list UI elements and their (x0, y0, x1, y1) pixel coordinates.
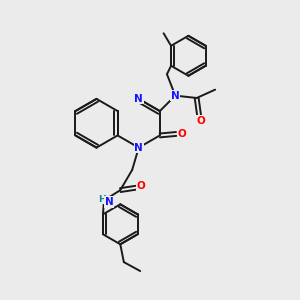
Text: N: N (105, 197, 113, 207)
Text: N: N (134, 94, 143, 104)
Text: H: H (98, 194, 105, 203)
Text: O: O (137, 181, 146, 191)
Text: N: N (171, 91, 180, 100)
Text: N: N (134, 142, 143, 153)
Text: O: O (177, 129, 186, 139)
Text: O: O (196, 116, 205, 126)
